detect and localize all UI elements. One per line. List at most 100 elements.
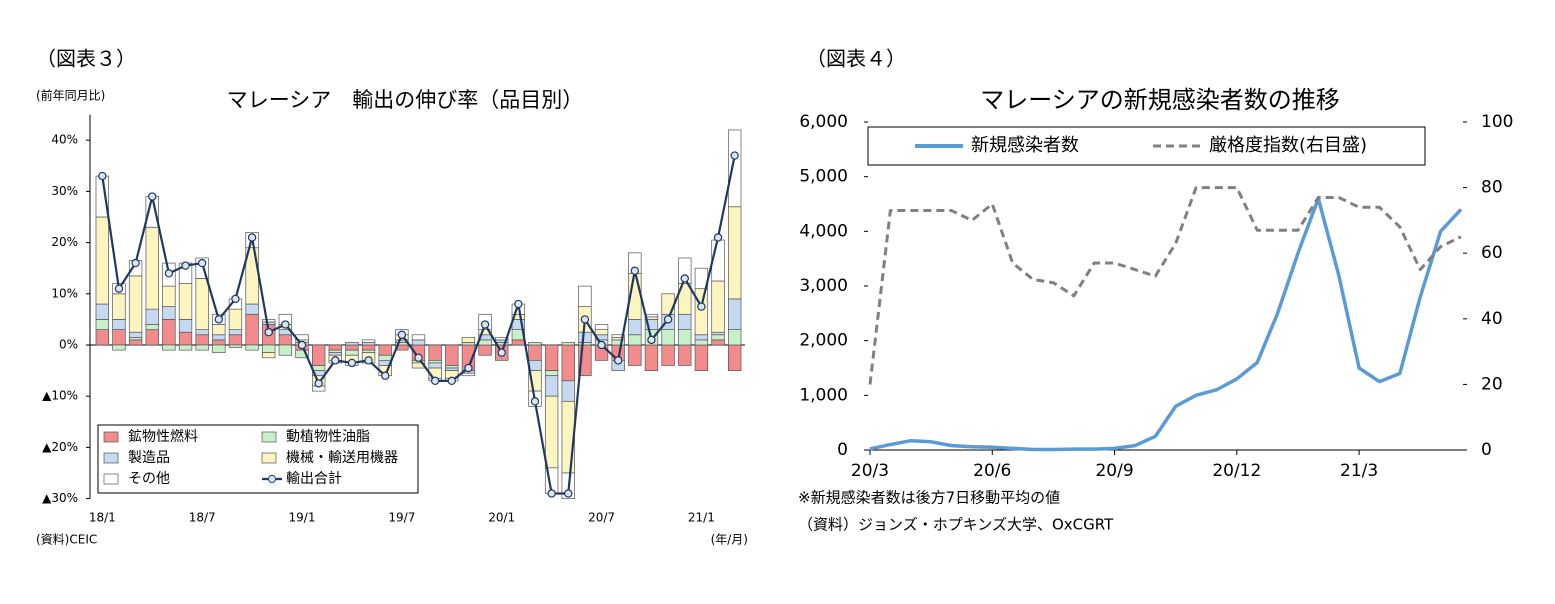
bar-segment xyxy=(661,344,675,366)
x-tick-label: 18/1 xyxy=(89,511,116,525)
bar-segment xyxy=(212,339,226,346)
bar-segment xyxy=(461,372,476,377)
bar-segment xyxy=(428,362,442,369)
bar-segment xyxy=(361,349,376,354)
y-tick-label: 4,000 xyxy=(799,221,848,241)
y-tick-label: 40% xyxy=(51,133,78,147)
chart-title: マレーシアの新規感染者数の推移 xyxy=(980,86,1340,114)
stringency-line xyxy=(868,186,1462,385)
bar-segment xyxy=(212,344,226,354)
bar-segment xyxy=(561,342,575,346)
legend-label: 製造品 xyxy=(128,450,170,466)
bar-segment xyxy=(162,319,176,346)
bar-segment xyxy=(95,303,109,320)
bar-segment xyxy=(311,344,326,366)
bar-segment xyxy=(528,342,542,346)
total-marker xyxy=(480,320,490,329)
legend-swatch xyxy=(103,452,119,464)
bar-segment xyxy=(411,334,426,341)
total-marker xyxy=(364,356,373,365)
x-tick-label: 19/7 xyxy=(388,511,415,525)
bar-segment xyxy=(128,275,143,333)
bar-segment xyxy=(178,331,193,346)
bar-segment xyxy=(511,339,526,346)
bar-segment xyxy=(345,349,359,356)
bar-segment xyxy=(95,319,109,330)
bar-segment xyxy=(361,339,376,343)
total-marker xyxy=(131,258,140,268)
bar-segment xyxy=(361,342,376,346)
bar-segment xyxy=(162,344,176,351)
bar-segment xyxy=(145,226,159,310)
y-tick-label: 3,000 xyxy=(799,276,848,296)
bar-segment xyxy=(145,329,159,346)
total-marker xyxy=(597,340,606,350)
bar-segment xyxy=(445,365,459,369)
bar-segment xyxy=(162,306,176,320)
bar-segment xyxy=(461,336,476,343)
bar-segment xyxy=(495,336,509,341)
bar-segment xyxy=(295,349,309,359)
y-tick-label: 5,000 xyxy=(799,167,848,187)
figure-label: （図表３） xyxy=(36,47,136,71)
bar-segment xyxy=(212,334,226,341)
total-marker xyxy=(497,348,506,357)
bar-segment xyxy=(145,308,159,325)
x-tick-label: 19/1 xyxy=(289,511,316,525)
total-marker xyxy=(297,340,307,350)
bar-segment xyxy=(594,329,609,336)
y-tick-label: 6,000 xyxy=(799,112,848,132)
bar-segment xyxy=(445,367,459,371)
total-marker xyxy=(730,151,739,160)
bar-segment xyxy=(112,293,126,320)
bar-segment xyxy=(361,344,376,351)
bar-segment xyxy=(128,336,143,341)
bar-segment xyxy=(262,319,276,323)
bar-segment xyxy=(628,319,642,336)
bar-segment xyxy=(262,352,276,359)
total-marker xyxy=(447,376,456,386)
bar-segment xyxy=(644,344,659,371)
total-marker xyxy=(414,353,423,362)
bar-segment xyxy=(278,334,293,346)
total-marker xyxy=(247,233,257,242)
bar-segment xyxy=(128,339,143,346)
total-marker xyxy=(231,294,240,304)
bar-segment xyxy=(561,380,575,402)
total-marker xyxy=(197,258,207,268)
total-marker xyxy=(464,363,473,373)
y-tick-label: 0 xyxy=(837,440,848,460)
total-marker xyxy=(547,489,556,498)
bar-segment xyxy=(178,319,193,333)
bar-segment xyxy=(594,324,609,330)
total-marker xyxy=(564,489,573,498)
bar-segment xyxy=(678,329,692,346)
note: （資料）ジョンズ・ホプキンズ大学、OxCGRT xyxy=(798,516,1114,534)
chart-title: マレーシア 輸出の伸び率（品目別） xyxy=(227,88,584,112)
bar-segment xyxy=(528,344,542,361)
bar-segment xyxy=(544,344,559,371)
bar-segment xyxy=(128,331,143,338)
total-marker xyxy=(264,328,273,337)
legend-label: 動植物性油脂 xyxy=(286,429,370,445)
total-marker xyxy=(214,315,224,324)
bar-segment xyxy=(711,334,725,341)
legend-swatch xyxy=(261,452,277,464)
bar-segment xyxy=(694,334,709,341)
x-tick-label: 20/3 xyxy=(851,461,889,481)
bar-segment xyxy=(428,344,442,361)
bar-segment xyxy=(228,334,243,346)
total-marker xyxy=(331,356,340,365)
y-tick-label: ▲10% xyxy=(42,389,78,403)
bar-segment xyxy=(345,342,359,346)
bar-segment xyxy=(262,344,276,354)
x-tick-label: 20/9 xyxy=(1095,461,1133,481)
bar-segment xyxy=(245,303,259,315)
legend-label: 新規感染者数 xyxy=(971,135,1079,156)
bar-segment xyxy=(195,344,209,351)
x-tick-label: 20/12 xyxy=(1212,461,1261,481)
bar-segment xyxy=(195,329,209,336)
bar-segment xyxy=(461,342,476,346)
